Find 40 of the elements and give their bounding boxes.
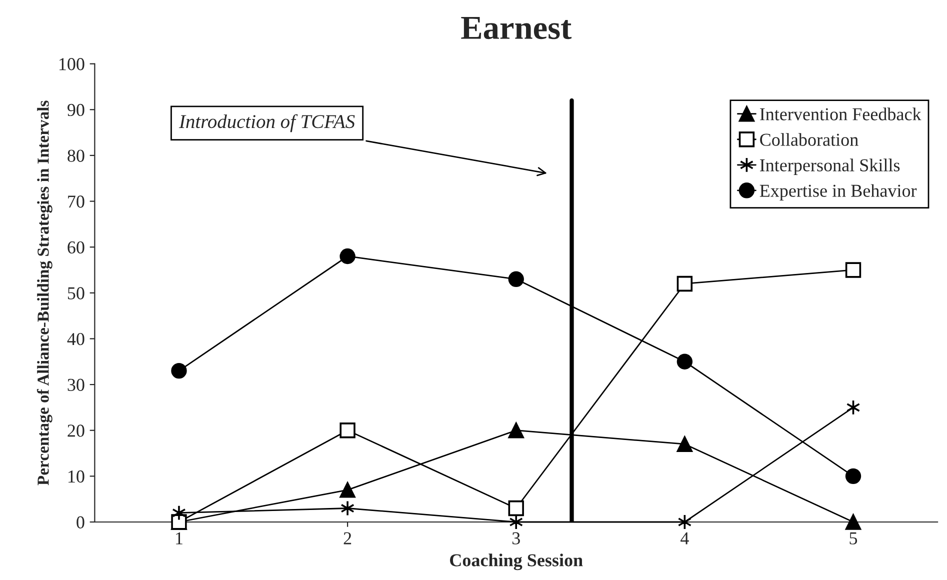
legend-label: Intervention Feedback [760,108,922,120]
y-tick-label: 10 [68,470,84,483]
y-tick-label: 50 [68,287,84,300]
legend-label: Expertise in Behavior [760,184,917,201]
x-tick-label: 4 [680,532,689,544]
y-tick-label: 70 [68,196,84,208]
x-tick-label: 3 [512,532,520,544]
point [676,276,693,292]
x-tick-label: 2 [344,532,352,544]
y-tick-label: 100 [59,58,84,70]
y-axis-title: Percentage of Alliance-Building Strategies in Intervals [36,100,52,486]
y-tick-label: 20 [68,424,84,437]
annotation: Introduction of TCFAS [178,114,355,132]
point [340,482,356,498]
y-tick-label: 80 [68,150,84,162]
point [845,468,862,484]
legend-label: Collaboration [760,133,858,146]
point [340,248,356,264]
y-tick-label: 60 [68,241,84,254]
point [509,514,524,530]
point [845,514,862,530]
y-tick-label: 40 [67,332,84,346]
point [340,500,354,516]
point [676,436,693,452]
y-tick-label: 90 [68,104,84,116]
point [845,262,862,278]
chart-title: Earnest [461,16,572,40]
x-axis-title: Coaching Session [450,554,583,570]
x-tick-label: 1 [176,532,182,544]
point [172,504,186,521]
y-tick-label: 0 [76,516,84,528]
legend-label: Interpersonal Skills [760,158,900,176]
point [340,422,356,438]
point [171,362,187,379]
y-tick-label: 30 [68,378,84,391]
x-tick-label: 5 [850,532,858,544]
point [508,500,524,516]
point [508,271,524,288]
point [508,422,524,438]
point [676,354,693,370]
